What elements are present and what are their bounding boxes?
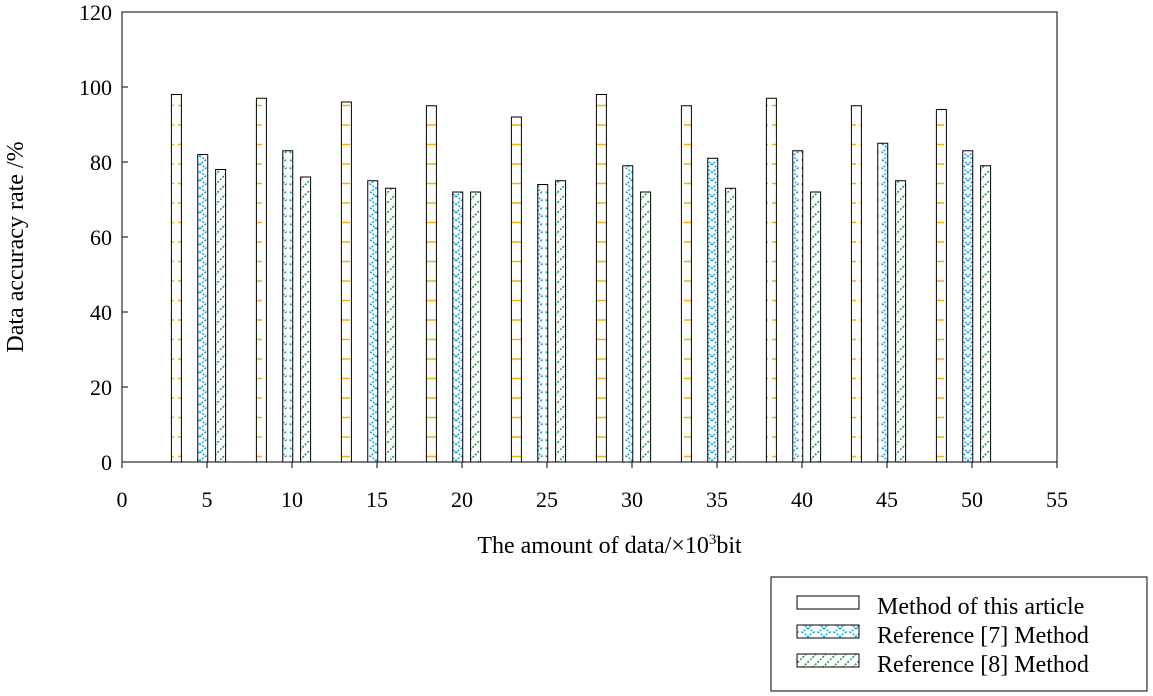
bar-series-3-x-5	[215, 169, 227, 463]
x-axis-title: The amount of data/×103bit	[477, 532, 742, 559]
bar-series-2-x-20	[452, 191, 464, 463]
bar-series-1-x-15	[340, 101, 352, 463]
bar-series-1-x-50	[935, 109, 947, 463]
x-tick-label: 55	[1046, 487, 1068, 512]
bar-series-3-x-45	[895, 180, 907, 463]
bar-series-2-x-40	[792, 150, 804, 463]
x-tick-label: 0	[117, 487, 128, 512]
bars-group	[170, 94, 992, 463]
bar-series-1-x-40	[765, 97, 777, 463]
legend-label-2: Reference [7] Method	[877, 623, 1089, 649]
x-tick-label: 10	[281, 487, 303, 512]
bar-series-2-x-5	[197, 154, 209, 463]
y-axis-ticks: 0 20 40 60 80 100 120	[79, 0, 128, 475]
legend-swatch-1	[796, 595, 860, 610]
bar-series-1-x-5	[170, 94, 182, 463]
bar-series-2-x-45	[877, 142, 889, 463]
y-tick-label: 120	[79, 0, 112, 25]
bar-series-2-x-35	[707, 157, 719, 463]
y-axis-title: Data accuracy rate /%	[3, 141, 29, 352]
x-tick-label: 35	[706, 487, 728, 512]
bar-series-1-x-45	[850, 105, 862, 463]
plot-area: 0 5 10 15 20 25 30 35 40 45 50 55 0 20 40 60 80 100 120	[79, 0, 1068, 512]
x-tick-label: 5	[202, 487, 213, 512]
y-tick-label: 0	[101, 450, 112, 475]
bar-series-3-x-50	[980, 165, 992, 463]
bar-series-3-x-10	[300, 176, 312, 463]
bar-series-2-x-30	[622, 165, 634, 463]
bar-series-3-x-15	[385, 187, 397, 463]
bar-series-3-x-35	[725, 187, 737, 463]
x-tick-label: 45	[876, 487, 898, 512]
bar-series-1-x-35	[680, 105, 692, 463]
legend-swatch-2	[796, 624, 860, 639]
y-tick-label: 20	[90, 375, 112, 400]
bar-series-3-x-20	[470, 191, 482, 463]
x-tick-label: 30	[621, 487, 643, 512]
bar-series-2-x-25	[537, 184, 549, 463]
legend-label-1: Method of this article	[877, 594, 1084, 620]
legend-swatch-3	[796, 653, 860, 668]
bar-series-1-x-25	[510, 116, 522, 463]
bar-series-1-x-30	[595, 94, 607, 463]
x-tick-label: 40	[791, 487, 813, 512]
bar-series-2-x-10	[282, 150, 294, 463]
bar-series-3-x-25	[555, 180, 567, 463]
bar-series-2-x-15	[367, 180, 379, 463]
x-tick-label: 50	[961, 487, 983, 512]
bar-series-3-x-40	[810, 191, 822, 463]
x-tick-label: 15	[366, 487, 388, 512]
y-tick-label: 80	[90, 150, 112, 175]
legend-label-3: Reference [8] Method	[877, 652, 1089, 678]
x-axis-ticks: 0 5 10 15 20 25 30 35 40 45 50 55	[117, 462, 1068, 512]
bar-series-1-x-20	[425, 105, 437, 463]
bar-series-2-x-50	[962, 150, 974, 463]
x-tick-label: 20	[451, 487, 473, 512]
bar-series-1-x-10	[255, 97, 267, 463]
x-tick-label: 25	[536, 487, 558, 512]
legend: Method of this article Reference [7] Meth…	[770, 576, 1148, 692]
y-tick-label: 40	[90, 300, 112, 325]
bar-series-3-x-30	[640, 191, 652, 463]
y-tick-label: 100	[79, 75, 112, 100]
y-tick-label: 60	[90, 225, 112, 250]
